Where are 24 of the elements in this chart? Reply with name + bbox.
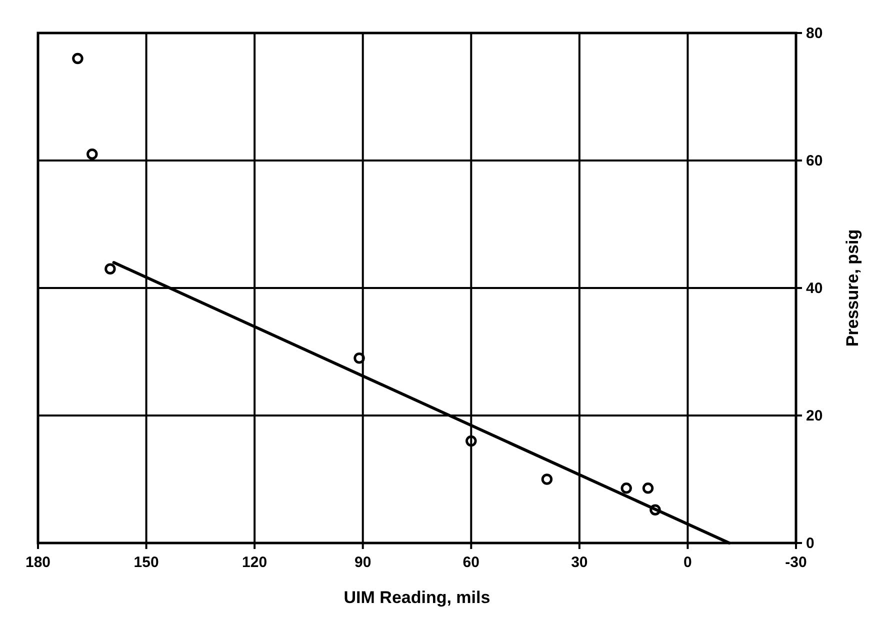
x-tick-label: 60 [462, 554, 480, 571]
x-tick-label: 0 [684, 554, 692, 571]
x-axis-title: UIM Reading, mils [344, 588, 490, 607]
point [642, 482, 654, 494]
y-tick-label: 80 [806, 25, 823, 42]
x-tick-label: 90 [354, 554, 372, 571]
point [620, 482, 632, 494]
x-tick-label: 30 [571, 554, 588, 571]
point [541, 474, 553, 485]
x-tick-label: -30 [785, 554, 807, 571]
y-tick-label: 20 [806, 408, 823, 424]
point [466, 435, 477, 447]
point [354, 352, 365, 364]
y-tick-label: 40 [806, 280, 823, 297]
point [104, 263, 116, 274]
y-tick-label: 60 [806, 152, 823, 170]
y-axis-title: Pressure, psig [843, 229, 862, 347]
point [86, 148, 98, 160]
x-tick-label: 120 [242, 554, 268, 571]
point [72, 52, 84, 64]
y-tick-label: 0 [806, 535, 814, 552]
x-tick-label: 180 [25, 554, 51, 571]
x-tick-label: 150 [134, 554, 159, 571]
point [650, 504, 661, 516]
